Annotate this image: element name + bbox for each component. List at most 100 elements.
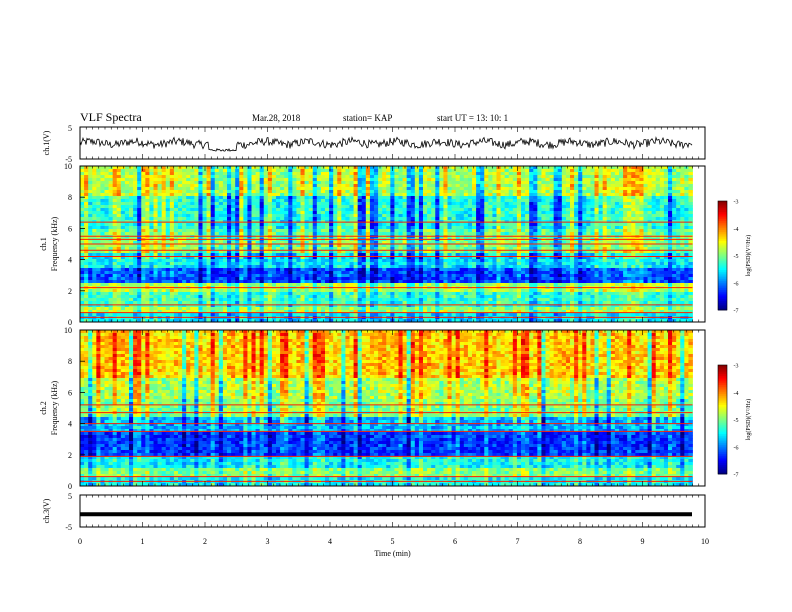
psd-cell (141, 199, 146, 203)
psd-cell (169, 214, 175, 218)
psd-cell (635, 166, 640, 170)
psd-cell (516, 250, 522, 254)
psd-cell (88, 190, 93, 194)
psd-cell (218, 172, 224, 176)
psd-cell (602, 196, 608, 200)
psd-cell (451, 184, 457, 188)
psd-cell (492, 256, 497, 260)
psd-cell (263, 232, 269, 236)
psd-cell (463, 175, 469, 179)
psd-cell (545, 253, 550, 257)
psd-cell (173, 214, 179, 218)
psd-cell (169, 226, 175, 230)
psd-cell (345, 217, 350, 221)
psd-cell (541, 172, 546, 176)
psd-cell (276, 172, 281, 176)
psd-cell (235, 205, 240, 209)
psd-cell (463, 196, 469, 200)
psd-cell (222, 205, 228, 209)
psd-cell (157, 166, 163, 170)
psd-cell (214, 181, 220, 185)
psd-cell (288, 253, 293, 257)
psd-cell (182, 172, 187, 176)
psd-cell (259, 199, 265, 203)
psd-cell (169, 211, 175, 215)
psd-cell (325, 172, 330, 176)
psd-cell (451, 178, 457, 182)
psd-cell (406, 217, 412, 221)
psd-cell (565, 244, 571, 248)
psd-cell (516, 253, 522, 257)
psd-cell (521, 208, 526, 212)
psd-cell (231, 226, 236, 230)
psd-cell (308, 244, 314, 248)
psd-cell (80, 241, 85, 245)
psd-cell (378, 166, 383, 170)
psd-cell (178, 241, 183, 245)
psd-cell (525, 178, 530, 182)
psd-cell (643, 205, 648, 209)
psd-cell (214, 172, 220, 176)
psd-cell (186, 211, 191, 215)
psd-cell (439, 187, 444, 191)
psd-cell (255, 250, 261, 254)
psd-cell (549, 196, 555, 200)
psd-cell (459, 256, 465, 260)
psd-cell (357, 211, 363, 215)
psd-cell (153, 259, 158, 263)
psd-cell (623, 226, 628, 230)
psd-cell (394, 250, 399, 254)
psd-cell (549, 166, 555, 170)
psd-cell (565, 193, 571, 197)
psd-cell (610, 205, 616, 209)
psd-cell (382, 241, 387, 245)
psd-cell (108, 232, 114, 236)
psd-cell (504, 223, 510, 227)
psd-cell (451, 241, 457, 245)
psd-cell (259, 244, 265, 248)
psd-cell (676, 202, 681, 206)
psd-cell (476, 241, 481, 245)
psd-cell (439, 214, 444, 218)
psd-cell (361, 241, 367, 245)
psd-cell (688, 253, 693, 257)
psd-cell (153, 247, 158, 251)
psd-cell (500, 241, 506, 245)
psd-cell (578, 214, 583, 218)
psd-cell (627, 247, 632, 251)
psd-cell (672, 166, 677, 170)
psd-cell (439, 226, 444, 230)
psd-cell (565, 199, 571, 203)
psd-cell (631, 184, 636, 188)
psd-cell (173, 184, 179, 188)
psd-cell (623, 166, 628, 170)
psd-cell (606, 187, 612, 191)
psd-cell (243, 166, 248, 170)
psd-cell (435, 175, 440, 179)
psd-cell (210, 199, 216, 203)
psd-cell (590, 208, 595, 212)
psd-cell (431, 208, 436, 212)
psd-cell (455, 205, 461, 209)
psd-cell (133, 214, 138, 218)
psd-cell (296, 178, 301, 182)
psd-cell (533, 229, 538, 233)
psd-cell (398, 166, 403, 170)
psd-cell (553, 214, 559, 218)
psd-cell (614, 250, 620, 254)
psd-cell (124, 178, 130, 182)
psd-cell (231, 250, 236, 254)
psd-cell (586, 175, 591, 179)
psd-cell (541, 181, 546, 185)
psd-cell (688, 169, 693, 173)
psd-cell (316, 181, 322, 185)
psd-cell (182, 169, 187, 173)
psd-cell (206, 247, 212, 251)
psd-cell (308, 211, 314, 215)
psd-cell (570, 232, 575, 236)
psd-cell (476, 184, 481, 188)
psd-cell (606, 250, 612, 254)
psd-cell (284, 244, 289, 248)
psd-cell (104, 226, 109, 230)
psd-cell (349, 232, 354, 236)
